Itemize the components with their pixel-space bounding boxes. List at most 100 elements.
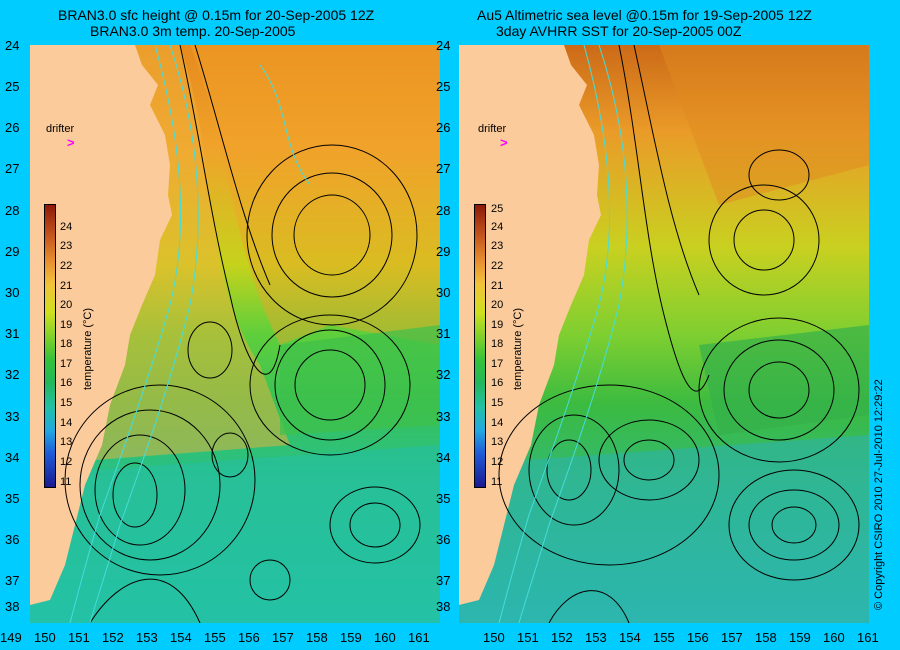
colorbar-label: temperature (°C) — [82, 307, 94, 390]
bathymetry-contours — [69, 45, 311, 623]
colorbar-tick: 13 — [60, 436, 73, 448]
lat-tick: 38 — [436, 599, 451, 614]
lon-tick: 150 — [483, 630, 505, 645]
copyright-text: © Copyright CSIRO 2010 27-Jul-2010 12:29… — [873, 379, 885, 610]
colorbar-gradient — [44, 204, 56, 488]
lon-tick: 157 — [272, 630, 294, 645]
colorbar-tick: 22 — [60, 260, 73, 272]
lat-tick: 31 — [5, 326, 20, 341]
left-map-svg — [30, 45, 440, 623]
right-title-line2: 3day AVHRR SST for 20-Sep-2005 00Z — [496, 23, 742, 39]
drifter-marker-left: > — [67, 135, 75, 150]
lat-tick: 27 — [436, 161, 451, 176]
colorbar-tick: 14 — [60, 417, 73, 429]
colorbar-tick: 22 — [491, 260, 504, 272]
lon-tick: 152 — [551, 630, 573, 645]
lon-tick: 159 — [789, 630, 811, 645]
colorbar-tick: 21 — [60, 280, 73, 292]
colorbar-tick: 21 — [491, 280, 504, 292]
lon-tick: 160 — [374, 630, 396, 645]
colorbar-tick: 15 — [491, 397, 504, 409]
colorbar-tick: 24 — [491, 221, 504, 233]
colorbar-gradient — [474, 204, 486, 488]
lat-tick: 33 — [436, 409, 451, 424]
lat-tick: 28 — [5, 203, 20, 218]
colorbar-tick: 11 — [491, 476, 503, 488]
lat-tick: 35 — [436, 491, 451, 506]
lat-tick: 26 — [436, 120, 451, 135]
colorbar-tick: 13 — [491, 436, 504, 448]
colorbar-tick: 17 — [491, 358, 504, 370]
lon-tick: 154 — [619, 630, 641, 645]
colorbar-tick: 18 — [60, 338, 73, 350]
lat-tick: 24 — [5, 38, 20, 53]
left-title-line2: BRAN3.0 3m temp. 20-Sep-2005 — [90, 23, 296, 39]
lon-tick: 159 — [340, 630, 362, 645]
colorbar-tick: 25 — [491, 203, 504, 215]
lat-tick: 27 — [5, 161, 20, 176]
colorbar-tick: 18 — [491, 338, 504, 350]
lon-tick: 154 — [170, 630, 192, 645]
lat-tick: 34 — [5, 450, 20, 465]
ssh-contours — [498, 45, 860, 623]
lat-tick: 25 — [436, 79, 451, 94]
lat-tick: 29 — [5, 244, 20, 259]
colorbar-tick: 15 — [60, 397, 73, 409]
lat-tick: 36 — [5, 532, 20, 547]
lon-tick: 161 — [857, 630, 879, 645]
lat-tick: 37 — [5, 573, 20, 588]
lat-tick: 34 — [436, 450, 451, 465]
lat-tick: 35 — [5, 491, 20, 506]
land-mass — [459, 45, 601, 605]
lat-tick: 33 — [5, 409, 20, 424]
lat-tick: 29 — [436, 244, 451, 259]
colorbar-tick: 12 — [60, 456, 73, 468]
lat-tick: 26 — [5, 120, 20, 135]
lon-tick: 151 — [68, 630, 90, 645]
lon-tick: 153 — [136, 630, 158, 645]
colorbar-label: temperature (°C) — [512, 307, 524, 390]
lat-tick: 32 — [5, 367, 20, 382]
lon-tick: 151 — [517, 630, 539, 645]
lon-tick: 158 — [306, 630, 328, 645]
lon-tick: 155 — [204, 630, 226, 645]
drifter-label-left: drifter — [46, 123, 75, 135]
lon-tick: 161 — [408, 630, 430, 645]
colorbar-tick: 16 — [491, 377, 504, 389]
lon-tick: 149 — [0, 630, 22, 645]
lat-tick: 24 — [436, 38, 451, 53]
bathymetry-contours — [498, 45, 628, 623]
lon-tick: 157 — [721, 630, 743, 645]
colorbar-tick: 20 — [491, 299, 504, 311]
lat-tick: 30 — [5, 285, 20, 300]
colorbar-tick: 16 — [60, 377, 73, 389]
lat-tick: 37 — [436, 573, 451, 588]
right-title-line1: Au5 Altimetric sea level @0.15m for 19-S… — [477, 7, 812, 23]
right-map-panel — [459, 45, 869, 623]
lat-tick: 36 — [436, 532, 451, 547]
lat-tick: 31 — [436, 326, 451, 341]
colorbar-tick: 14 — [491, 417, 504, 429]
lon-tick: 155 — [653, 630, 675, 645]
lon-tick: 153 — [585, 630, 607, 645]
colorbar-tick: 12 — [491, 456, 504, 468]
left-map-panel — [30, 45, 440, 623]
lon-tick: 156 — [687, 630, 709, 645]
drifter-label-right: drifter — [478, 123, 507, 135]
lon-tick: 158 — [755, 630, 777, 645]
colorbar-tick: 19 — [60, 319, 73, 331]
lat-tick: 30 — [436, 285, 451, 300]
lat-tick: 38 — [5, 599, 20, 614]
colorbar-tick: 20 — [60, 299, 73, 311]
lon-tick: 150 — [34, 630, 56, 645]
lon-tick: 160 — [823, 630, 845, 645]
colorbar-tick: 23 — [491, 240, 504, 252]
left-title-line1: BRAN3.0 sfc height @ 0.15m for 20-Sep-20… — [58, 7, 375, 23]
lon-tick: 156 — [238, 630, 260, 645]
drifter-marker-right: > — [500, 135, 508, 150]
lat-tick: 28 — [436, 203, 451, 218]
right-map-svg — [459, 45, 869, 623]
ssh-contours — [64, 45, 421, 623]
land-mass — [30, 45, 172, 605]
lon-tick: 152 — [102, 630, 124, 645]
